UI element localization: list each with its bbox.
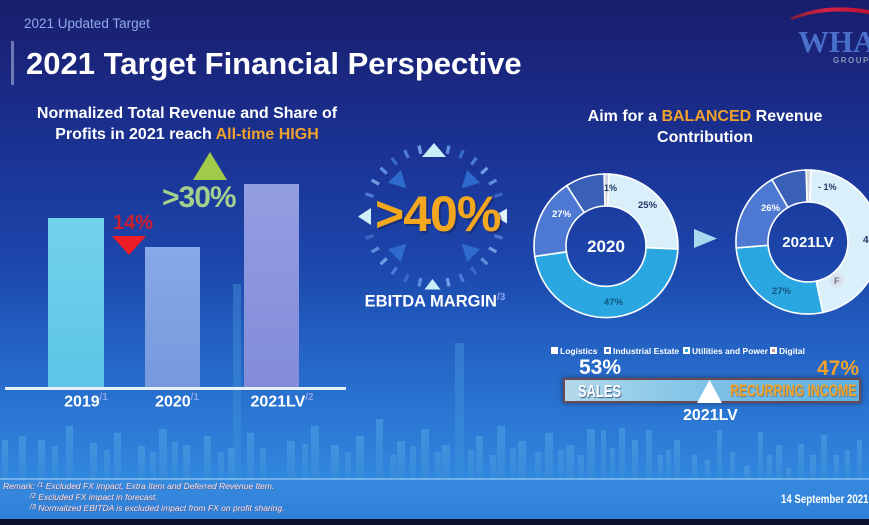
svg-text:WHA: WHA — [798, 24, 869, 59]
svg-text:GROUP: GROUP — [833, 56, 869, 65]
svg-text:F: F — [834, 276, 840, 286]
